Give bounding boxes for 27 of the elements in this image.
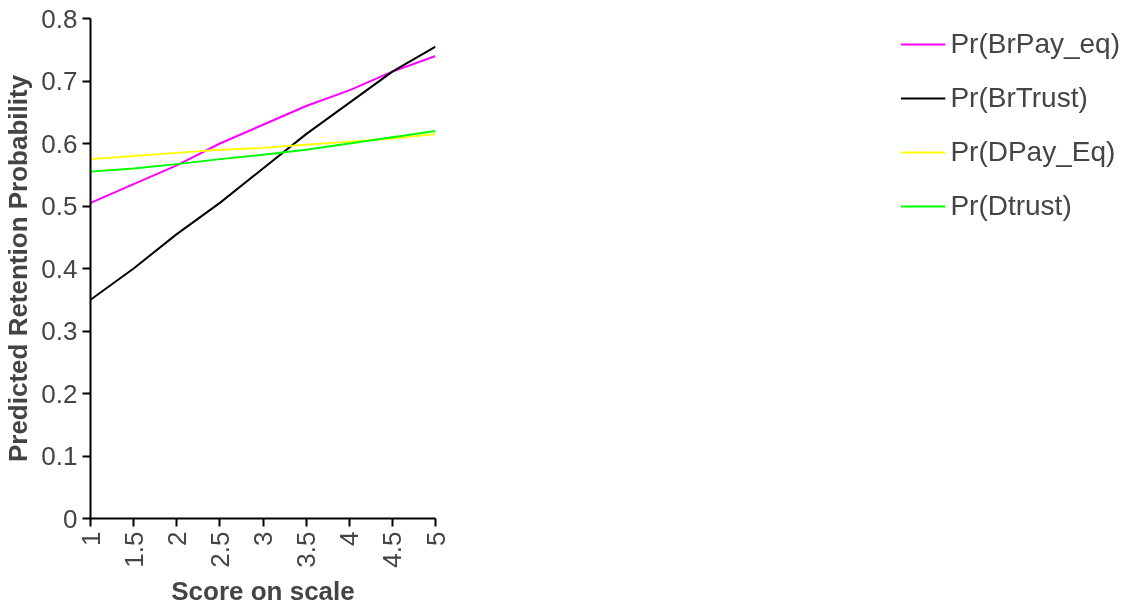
legend-label: Pr(BrPay_eq): [950, 28, 1120, 60]
line-series: [90, 130, 436, 173]
x-axis-title: Score on scale: [171, 575, 355, 606]
x-tick-label: 5: [420, 531, 451, 546]
y-tick-label: 0.8: [41, 3, 78, 34]
line-series: [90, 133, 436, 161]
x-tick-label: 4: [334, 531, 365, 546]
x-tick-label: 4.5: [377, 531, 408, 568]
line-series: [90, 55, 436, 204]
y-tick-label: 0.1: [41, 441, 78, 471]
y-tick-label: 0.3: [41, 316, 78, 346]
legend-label: Pr(DPay_Eq): [950, 136, 1116, 168]
y-tick-label: 0.2: [41, 378, 78, 409]
x-tick-label: 2.5: [204, 531, 235, 568]
x-tick-label: 3.5: [291, 531, 322, 568]
legend-label: Pr(BrTrust): [950, 82, 1088, 114]
y-tick-label: 0.4: [41, 253, 78, 284]
y-axis-title: Predicted Retention Probability: [3, 74, 34, 463]
y-tick-label: 0.5: [41, 191, 78, 221]
y-tick-label: 0.7: [41, 66, 78, 96]
x-tick-label: 3: [248, 531, 278, 546]
x-tick-label: 1.5: [118, 531, 149, 568]
legend-label: Pr(Dtrust): [950, 190, 1072, 222]
y-tick-label: 0: [63, 503, 78, 534]
x-tick-label: 2: [161, 531, 192, 546]
y-tick-label: 0.6: [41, 128, 78, 159]
x-tick-label: 1: [75, 531, 106, 546]
